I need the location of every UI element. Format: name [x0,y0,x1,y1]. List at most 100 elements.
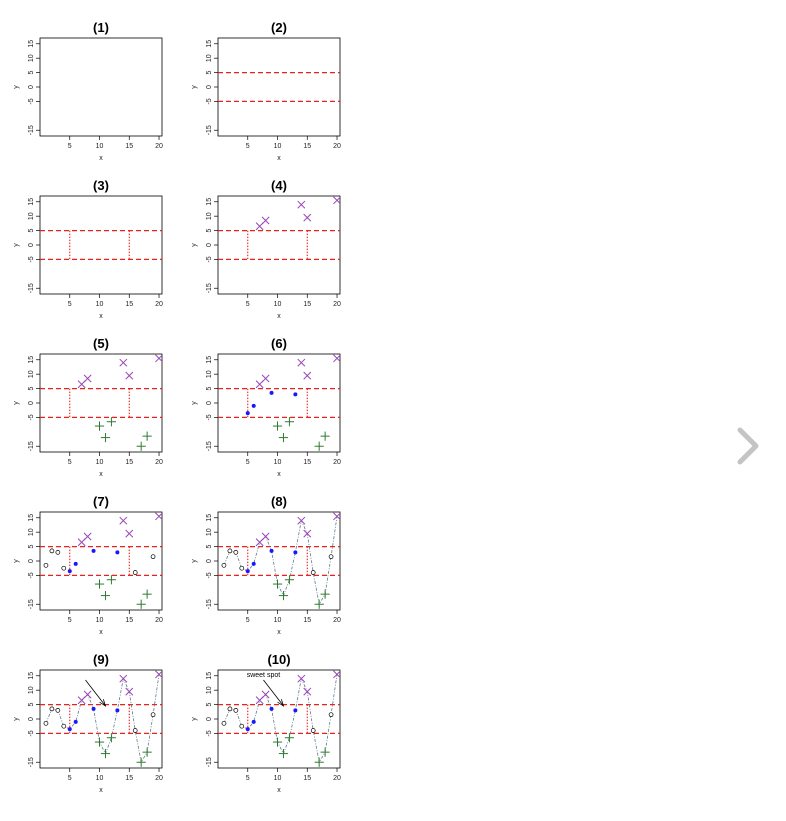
chart-panel: (5) 5 10 15 20 -15 -5 0 5 10 15 x y [0,316,186,478]
data-point-other [49,706,55,712]
plot-area [218,196,340,261]
chart-panel: (4) 5 10 15 20 -15 -5 0 5 10 15 x y [178,158,364,320]
y-tick-label: -5 [28,98,35,104]
y-tick-label: 0 [28,85,35,89]
x-tick-label: 5 [246,775,250,782]
data-point-mid [293,708,298,713]
data-point-high [155,512,162,521]
data-point-other [55,708,61,713]
plot-area [218,354,340,451]
data-point-low [284,733,295,743]
data-point-low [314,757,324,767]
data-point-high [83,374,92,383]
chart-panel: (9) 5 10 15 20 -15 -5 0 5 10 15 x y [0,632,186,794]
data-point-low [278,590,289,601]
annotation-label: sweet spot [247,672,281,679]
y-tick-label: -15 [28,441,35,451]
y-axis-label: y [191,401,198,405]
chart-panel: (3) 5 10 15 20 -15 -5 0 5 10 15 x y [0,158,186,320]
y-tick-label: 15 [28,198,35,206]
panel-title: (1) [93,20,109,35]
data-point-high [119,674,128,683]
chevron-right-icon [737,427,759,465]
y-axis-label: y [191,243,198,247]
data-point-other [43,720,49,726]
y-tick-label: 15 [206,672,213,680]
y-tick-label: 10 [206,370,213,378]
x-axis-label: x [99,629,103,636]
y-axis-label: y [191,717,198,721]
y-tick-label: 10 [28,54,35,62]
data-point-mid [67,727,72,732]
x-axis-label: x [99,313,103,320]
y-tick-label: -15 [28,757,35,767]
data-point-low [142,589,152,599]
x-axis-label: x [277,155,281,162]
y-tick-label: 5 [206,545,213,549]
data-point-other [227,706,233,712]
small-multiples-grid: (1) 5 10 15 20 -15 -5 0 5 10 15 x y (2) 5 10 15 20 -15 -5 0 5… [0,0,372,821]
y-tick-label: -5 [206,730,213,736]
y-tick-label: 15 [28,356,35,364]
y-tick-label: 5 [28,71,35,75]
x-axis-label: x [277,787,281,794]
plot-area [218,512,340,609]
x-tick-label: 10 [274,301,282,308]
data-point-other [49,548,55,554]
x-tick-label: 20 [155,301,163,308]
x-tick-label: 20 [333,143,341,150]
y-tick-label: 0 [28,559,35,563]
x-axis-label: x [277,313,281,320]
data-point-other [227,548,233,554]
next-button[interactable] [728,424,768,468]
y-tick-label: 0 [206,243,213,247]
y-axis-label: y [13,243,20,247]
data-point-mid [269,548,274,553]
data-point-low [142,431,152,441]
y-tick-label: 5 [206,703,213,707]
data-point-high [303,687,312,696]
x-tick-label: 5 [68,143,72,150]
chart-panel: (6) 5 10 15 20 -15 -5 0 5 10 15 x y [178,316,364,478]
data-point-other [150,554,156,560]
x-tick-label: 10 [96,301,104,308]
annotation-arrow [85,679,106,707]
y-tick-label: 0 [206,717,213,721]
y-tick-label: 0 [28,243,35,247]
plot-area [40,512,162,609]
x-tick-label: 20 [155,459,163,466]
data-point-mid [251,561,256,566]
data-point-high [261,532,270,541]
data-point-low [142,747,152,757]
data-point-other [61,723,67,729]
y-tick-label: 0 [206,401,213,405]
data-point-other [310,728,316,733]
y-tick-label: 0 [28,717,35,721]
y-tick-label: -15 [28,125,35,135]
y-tick-label: -15 [206,757,213,767]
x-tick-label: 15 [125,775,133,782]
chart-panel: (8) 5 10 15 20 -15 -5 0 5 10 15 x y [178,474,364,636]
data-point-low [106,575,117,585]
data-point-mid [115,708,120,713]
chart-panel: (7) 5 10 15 20 -15 -5 0 5 10 15 x y [0,474,186,636]
y-tick-label: 15 [206,514,213,522]
data-point-mid [269,390,274,395]
data-point-high [333,512,340,521]
chart-svg: (3) 5 10 15 20 -15 -5 0 5 10 15 x y [13,178,163,320]
y-tick-label: 15 [206,40,213,48]
data-point-mid [73,719,78,724]
y-tick-label: 0 [206,559,213,563]
y-axis-label: y [13,717,20,721]
data-point-high [297,358,306,367]
y-tick-label: 5 [28,387,35,391]
y-tick-label: 10 [28,528,35,536]
data-point-other [55,550,61,555]
chart-panel: (10) 5 10 15 20 -15 -5 0 5 10 15 x y sweet spot [178,632,364,794]
data-point-high [333,670,340,679]
data-point-low [136,757,146,767]
data-point-high [261,216,270,225]
data-point-low [106,733,117,743]
data-point-high [125,529,134,538]
data-point-low [94,421,105,431]
